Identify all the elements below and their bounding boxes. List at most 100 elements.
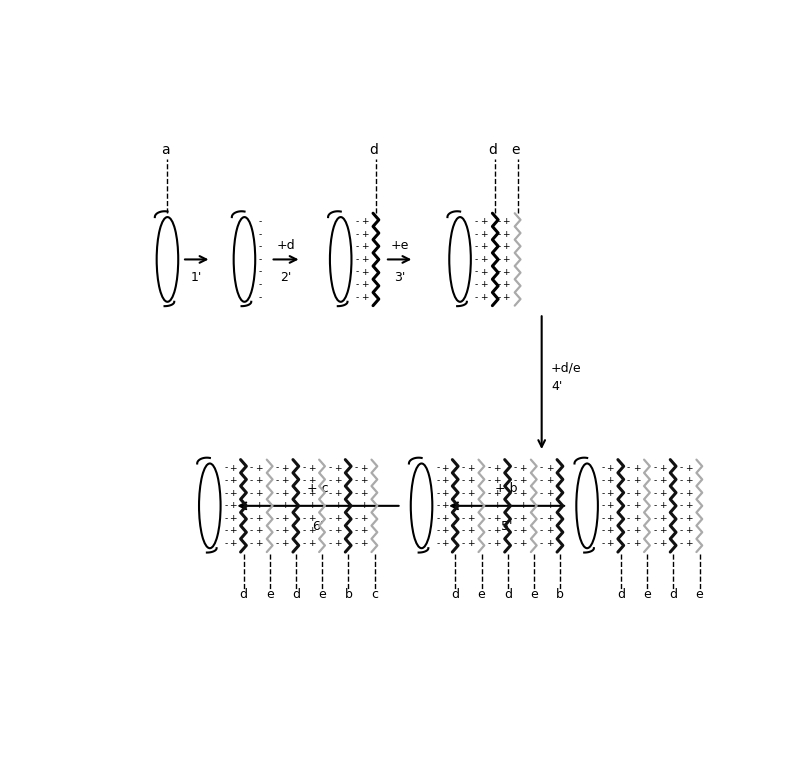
Text: +: + xyxy=(361,242,368,251)
Text: +: + xyxy=(255,463,263,473)
Text: -: - xyxy=(250,526,253,535)
Text: +: + xyxy=(519,489,527,497)
Text: e: e xyxy=(266,588,274,601)
Text: -: - xyxy=(302,539,306,548)
Text: +: + xyxy=(659,514,666,523)
Ellipse shape xyxy=(157,217,178,302)
Text: d: d xyxy=(370,143,378,157)
Text: +: + xyxy=(308,463,315,473)
Text: -: - xyxy=(436,476,439,485)
Text: +: + xyxy=(480,268,488,276)
Text: +: + xyxy=(361,280,368,289)
Ellipse shape xyxy=(330,217,351,302)
Text: -: - xyxy=(679,489,682,497)
Text: +: + xyxy=(606,514,614,523)
Text: -: - xyxy=(436,489,439,497)
Text: -: - xyxy=(250,489,253,497)
Text: 5': 5' xyxy=(501,521,512,533)
Text: -: - xyxy=(474,293,478,302)
Text: +: + xyxy=(546,463,553,473)
Text: -: - xyxy=(514,476,517,485)
Text: +: + xyxy=(255,514,263,523)
Text: -: - xyxy=(627,489,630,497)
Text: 4': 4' xyxy=(551,380,562,393)
Text: e: e xyxy=(318,588,326,601)
Text: +: + xyxy=(546,514,553,523)
Text: +: + xyxy=(494,539,501,548)
Text: -: - xyxy=(679,539,682,548)
Text: +: + xyxy=(467,463,474,473)
Text: c: c xyxy=(371,588,378,601)
Text: -: - xyxy=(602,526,605,535)
Text: +: + xyxy=(308,526,315,535)
Text: -: - xyxy=(259,230,262,239)
Text: +: + xyxy=(361,293,368,302)
Text: +: + xyxy=(229,526,237,535)
Text: -: - xyxy=(302,463,306,473)
Text: -: - xyxy=(276,501,279,511)
Text: -: - xyxy=(474,230,478,239)
Text: -: - xyxy=(355,293,358,302)
Text: +: + xyxy=(659,476,666,485)
Text: -: - xyxy=(436,501,439,511)
Text: +: + xyxy=(334,514,342,523)
Text: -: - xyxy=(627,463,630,473)
Text: -: - xyxy=(224,489,227,497)
Text: -: - xyxy=(259,293,262,302)
Text: d: d xyxy=(670,588,678,601)
Text: -: - xyxy=(259,280,262,289)
Text: +: + xyxy=(229,463,237,473)
Ellipse shape xyxy=(199,463,221,548)
Text: +: + xyxy=(308,539,315,548)
Text: -: - xyxy=(224,476,227,485)
Text: d: d xyxy=(240,588,248,601)
Text: -: - xyxy=(436,539,439,548)
Text: +: + xyxy=(441,514,449,523)
Text: +: + xyxy=(685,463,693,473)
Text: -: - xyxy=(654,489,657,497)
Text: -: - xyxy=(498,230,501,239)
Text: -: - xyxy=(498,293,501,302)
Text: -: - xyxy=(276,476,279,485)
Text: -: - xyxy=(602,539,605,548)
Text: -: - xyxy=(679,476,682,485)
Text: e: e xyxy=(511,143,520,157)
Text: +: + xyxy=(441,476,449,485)
Text: +: + xyxy=(606,489,614,497)
Text: +: + xyxy=(308,514,315,523)
Ellipse shape xyxy=(576,463,598,548)
Text: +: + xyxy=(360,514,367,523)
Text: +: + xyxy=(685,476,693,485)
Ellipse shape xyxy=(410,463,432,548)
Text: -: - xyxy=(474,242,478,251)
Text: -: - xyxy=(602,476,605,485)
Text: +: + xyxy=(334,489,342,497)
Text: -: - xyxy=(498,280,501,289)
Text: a: a xyxy=(161,143,170,157)
Text: -: - xyxy=(250,463,253,473)
Text: +: + xyxy=(519,501,527,511)
Text: +: + xyxy=(494,526,501,535)
Text: +: + xyxy=(255,501,263,511)
Text: +: + xyxy=(360,476,367,485)
Text: -: - xyxy=(627,501,630,511)
Text: +: + xyxy=(255,489,263,497)
Text: -: - xyxy=(654,501,657,511)
Text: -: - xyxy=(498,217,501,227)
Text: +: + xyxy=(360,526,367,535)
Text: d: d xyxy=(451,588,459,601)
Text: -: - xyxy=(276,514,279,523)
Text: +: + xyxy=(282,476,289,485)
Text: -: - xyxy=(354,514,358,523)
Text: +: + xyxy=(606,539,614,548)
Text: -: - xyxy=(540,476,543,485)
Text: -: - xyxy=(474,217,478,227)
Text: +: + xyxy=(494,514,501,523)
Text: +: + xyxy=(480,280,488,289)
Text: -: - xyxy=(627,514,630,523)
Text: -: - xyxy=(474,255,478,264)
Text: +: + xyxy=(633,539,640,548)
Text: +: + xyxy=(480,255,488,264)
Text: +: + xyxy=(546,526,553,535)
Text: e: e xyxy=(530,588,538,601)
